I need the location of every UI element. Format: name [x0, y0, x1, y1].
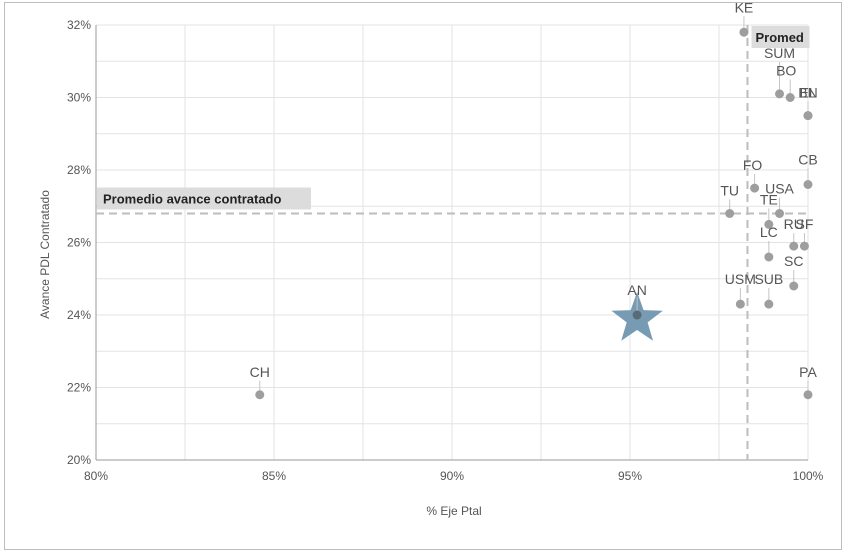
- data-point-usm: [735, 299, 745, 309]
- y-tick-label: 32%: [67, 18, 91, 32]
- x-tick-label: 100%: [793, 469, 824, 483]
- x-axis-title: % Eje Ptal: [426, 504, 481, 518]
- point-label-usa: USA: [765, 181, 794, 197]
- highlight-label: AN: [627, 282, 646, 298]
- point-label-ru: RU: [784, 216, 804, 232]
- data-point-ke: [739, 27, 749, 37]
- chart-frame: 80% 85% 90% 95% 100% 20% 22% 24% 26% 28% 30% 32% % E…: [4, 0, 842, 550]
- point-label-fo: FO: [743, 157, 763, 173]
- avg-horizontal-label: Promedio avance contratado: [103, 192, 281, 207]
- data-point-sub: [764, 299, 774, 309]
- point-label-el: EL: [799, 85, 816, 101]
- data-point-pa: [803, 390, 813, 400]
- point-label-ch: CH: [250, 364, 270, 380]
- point-label-ke: KE: [735, 3, 754, 15]
- point-label-sum: SUM: [764, 45, 795, 61]
- point-label-tu: TU: [720, 183, 739, 199]
- y-tick-label: 30%: [67, 91, 91, 105]
- point-label-sub: SUB: [754, 271, 783, 287]
- data-point-lc: [764, 252, 774, 262]
- avg-vertical-label-box: [751, 26, 810, 48]
- data-point-el: [803, 111, 813, 121]
- data-point-ru: [789, 241, 799, 251]
- y-axis-title: Avance PDL Contratado: [38, 190, 52, 319]
- x-tick-label: 85%: [262, 469, 286, 483]
- data-point-sc: [789, 281, 799, 291]
- data-point-sf: [799, 241, 809, 251]
- highlight-point: [632, 310, 642, 320]
- data-point-tu: [725, 209, 735, 218]
- data-point-sum: [775, 89, 785, 99]
- point-label-usm: USM: [725, 271, 756, 287]
- data-point-fo: [750, 183, 760, 193]
- point-label-cb: CB: [798, 152, 817, 168]
- x-tick-label: 80%: [84, 469, 108, 483]
- avg-horizontal-label-box: [97, 187, 311, 210]
- point-label-bn: BN: [798, 85, 817, 101]
- point-label-pa: PA: [799, 364, 817, 380]
- data-point-usa: [775, 209, 785, 218]
- scatter-chart: 80% 85% 90% 95% 100% 20% 22% 24% 26% 28% 30% 32% % E…: [38, 0, 824, 518]
- y-tick-label: 28%: [67, 163, 91, 177]
- data-point-ch: [255, 390, 265, 400]
- data-point-te: [764, 219, 774, 229]
- x-tick-label: 95%: [618, 469, 642, 483]
- point-label-te: TE: [760, 191, 778, 207]
- point-label-sc: SC: [784, 253, 803, 269]
- point-label-lc: LC: [760, 224, 778, 240]
- avg-vertical-label: Promed: [755, 30, 803, 45]
- data-point-cb: [803, 180, 813, 189]
- y-tick-label: 26%: [67, 236, 91, 250]
- point-label-sf: SF: [795, 216, 813, 232]
- y-tick-label: 22%: [67, 381, 91, 395]
- x-tick-label: 90%: [440, 469, 464, 483]
- y-tick-label: 20%: [67, 453, 91, 467]
- y-tick-label: 24%: [67, 308, 91, 322]
- point-label-bo: BO: [776, 63, 796, 79]
- data-point-bo: [785, 93, 795, 102]
